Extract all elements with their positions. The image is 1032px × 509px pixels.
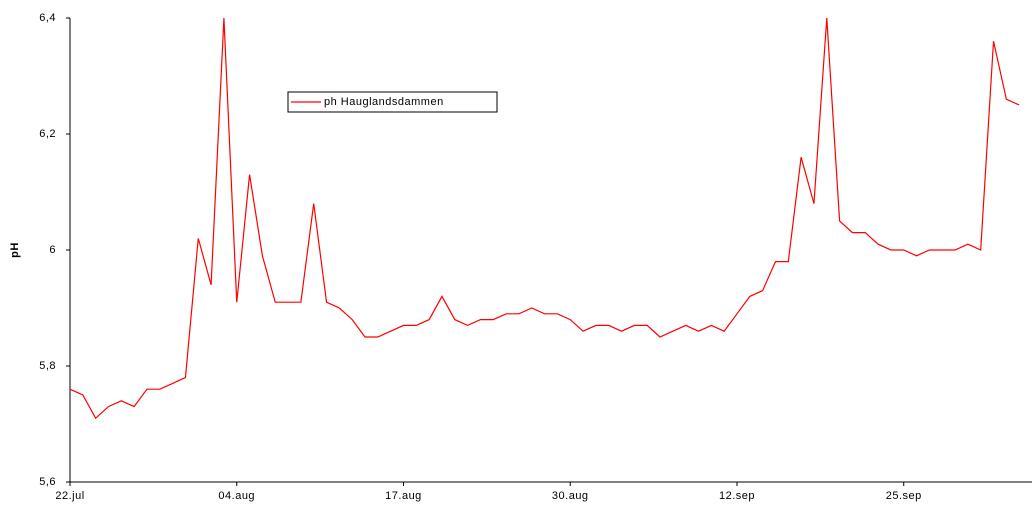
x-tick-label: 12.sep <box>719 490 755 502</box>
y-tick-label: 6,2 <box>39 128 56 140</box>
x-tick-label: 22.jul <box>55 490 84 502</box>
y-tick-label: 5,8 <box>39 360 56 372</box>
legend-label: ph Hauglandsdammen <box>324 96 444 108</box>
y-axis-label: pH <box>9 242 21 258</box>
y-tick-label: 6 <box>49 244 56 256</box>
legend-box <box>287 91 498 113</box>
y-tick-label: 6,4 <box>39 12 56 24</box>
x-tick-label: 25.sep <box>886 490 922 502</box>
x-tick-label: 04.aug <box>218 490 255 502</box>
y-tick-label: 5,6 <box>39 476 56 488</box>
x-tick-label: 17.aug <box>385 490 422 502</box>
data-line <box>69 17 1020 420</box>
x-tick-label: 30.aug <box>552 490 589 502</box>
